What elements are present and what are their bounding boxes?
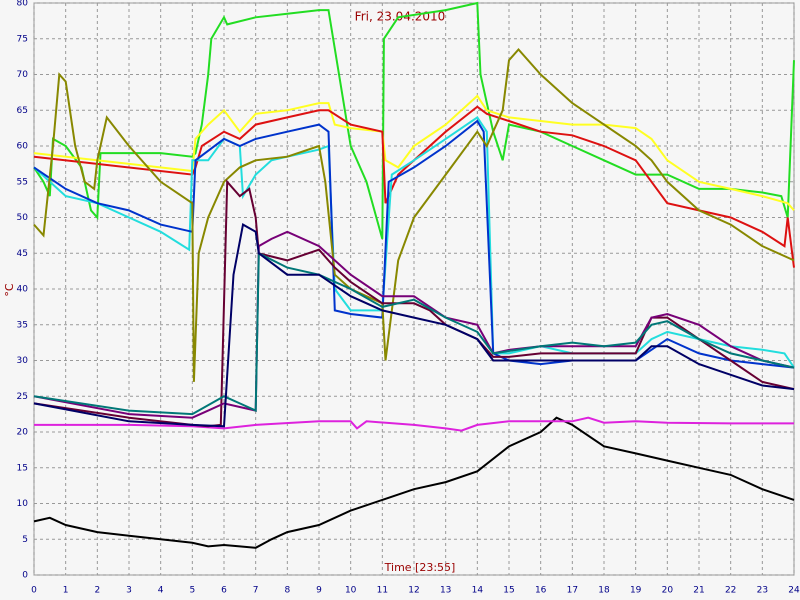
x-tick-label: 0	[31, 586, 37, 596]
y-tick-label: 25	[17, 392, 28, 402]
y-tick-label: 15	[17, 463, 28, 473]
series-line	[33, 94, 795, 212]
x-tick-label: 5	[189, 586, 195, 596]
y-tick-label: 35	[17, 320, 28, 330]
x-tick-label: 24	[788, 586, 800, 596]
series-line	[33, 230, 795, 419]
series-line	[33, 416, 795, 549]
y-tick-label: 55	[17, 177, 28, 187]
x-tick-label: 2	[94, 586, 100, 596]
y-tick-label: 30	[17, 356, 29, 366]
y-tick-label: 80	[17, 0, 29, 9]
x-tick-label: 15	[503, 586, 514, 596]
x-tick-label: 8	[284, 586, 290, 596]
x-tick-label: 7	[253, 586, 259, 596]
x-axis-label: Time [23:55]	[384, 561, 456, 574]
y-tick-label: 10	[17, 499, 29, 509]
x-tick-label: 21	[693, 586, 704, 596]
series-line	[33, 47, 795, 382]
x-tick-label: 4	[158, 586, 164, 596]
y-tick-label: 5	[22, 535, 28, 545]
y-tick-label: 0	[22, 571, 28, 581]
x-tick-label: 9	[316, 586, 322, 596]
series-line	[34, 416, 794, 432]
series-line	[33, 251, 795, 416]
x-tick-label: 13	[440, 586, 451, 596]
y-axis-label: °C	[3, 283, 16, 297]
x-tick-label: 17	[567, 586, 578, 596]
x-tick-label: 16	[535, 586, 547, 596]
y-tick-label: 50	[17, 213, 29, 223]
x-tick-label: 12	[408, 586, 419, 596]
x-tick-label: 11	[377, 586, 388, 596]
x-tick-label: 18	[598, 586, 610, 596]
x-tick-label: 19	[630, 586, 642, 596]
x-tick-label: 1	[63, 586, 69, 596]
x-tick-label: 3	[126, 586, 132, 596]
y-tick-label: 70	[17, 70, 29, 80]
x-tick-label: 23	[757, 586, 768, 596]
y-tick-label: 75	[17, 34, 28, 44]
y-tick-label: 45	[17, 249, 28, 259]
x-tick-label: 20	[662, 586, 674, 596]
x-tick-label: 14	[472, 586, 484, 596]
x-tick-label: 6	[221, 586, 227, 596]
series-line	[33, 1, 795, 240]
y-tick-label: 65	[17, 106, 28, 116]
x-tick-label: 22	[725, 586, 736, 596]
y-tick-label: 40	[17, 285, 29, 295]
x-tick-label: 10	[345, 586, 357, 596]
y-tick-label: 60	[17, 142, 29, 152]
series-line	[33, 223, 795, 428]
y-tick-label: 20	[17, 428, 29, 438]
